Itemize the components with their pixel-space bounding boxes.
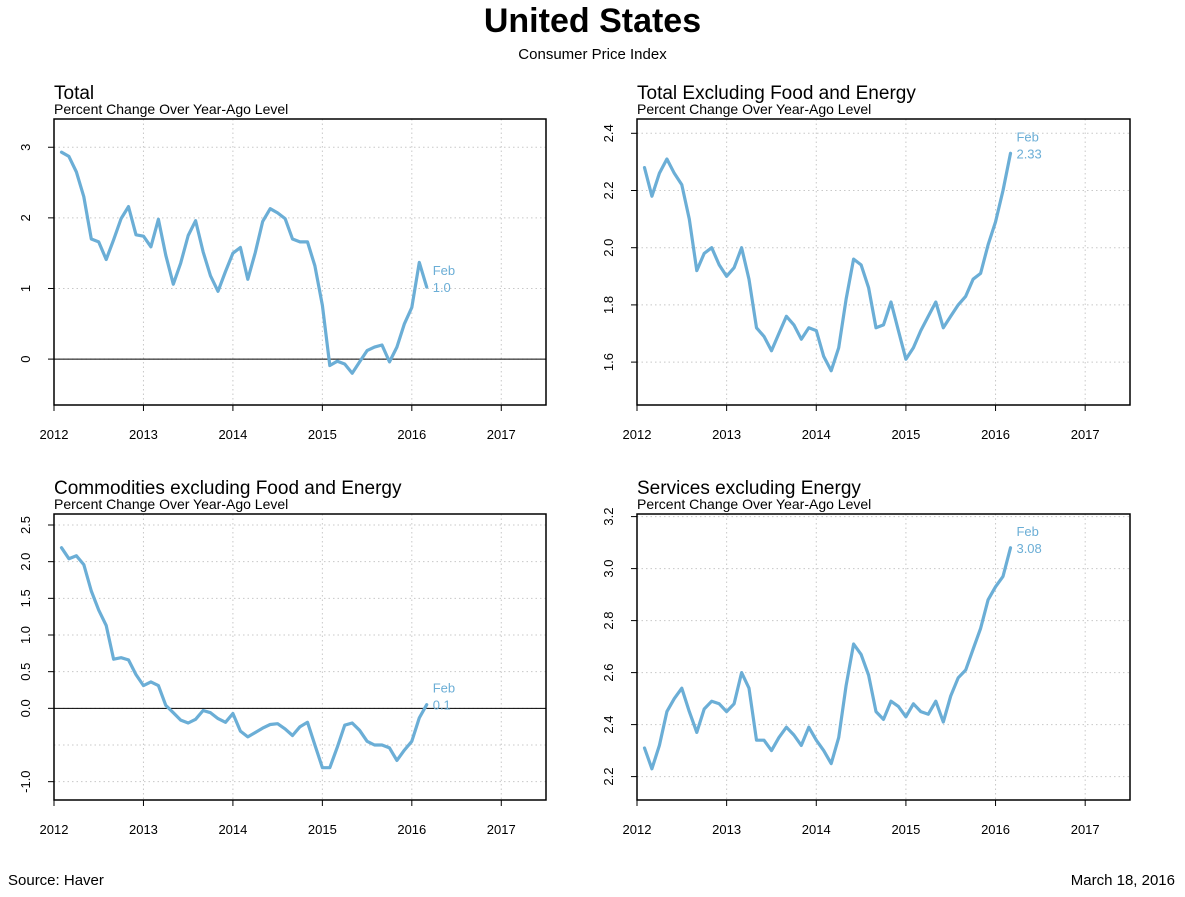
y-tick-label: 2.8 [601, 612, 616, 630]
plot-frame [636, 118, 1131, 406]
y-tick-label: 3 [18, 144, 33, 151]
x-tick-label: 2013 [129, 427, 158, 442]
y-tick-label: 2.2 [601, 181, 616, 199]
y-tick-label: 3.0 [601, 560, 616, 578]
x-tick-label: 2015 [891, 427, 920, 442]
x-tick-label: 2015 [891, 822, 920, 837]
y-tick-label: 2.5 [18, 516, 33, 534]
y-tick-label: 0 [18, 355, 33, 362]
x-tick-label: 2017 [487, 822, 516, 837]
page-subtitle: Consumer Price Index [518, 46, 667, 63]
y-tick-label: 0.0 [18, 699, 33, 717]
y-tick-label: 2.4 [601, 716, 616, 734]
chart-core-commodities: Commodities excluding Food and EnergyPer… [18, 478, 547, 837]
x-tick-label: 2016 [981, 427, 1010, 442]
plot-frame [636, 513, 1131, 801]
chart-subtitle: Percent Change Over Year-Ago Level [637, 101, 871, 117]
y-tick-label: 2.2 [601, 768, 616, 786]
x-tick-label: 2013 [129, 822, 158, 837]
y-tick-label: 3.2 [601, 508, 616, 526]
chart-subtitle: Percent Change Over Year-Ago Level [54, 496, 288, 512]
chart-title: Commodities excluding Food and Energy [54, 478, 402, 499]
x-tick-label: 2013 [712, 822, 741, 837]
date-note: March 18, 2016 [1070, 872, 1175, 889]
y-tick-label: 2.6 [601, 664, 616, 682]
x-tick-label: 2012 [623, 427, 652, 442]
x-tick-label: 2012 [623, 822, 652, 837]
chart-title: Services excluding Energy [637, 478, 861, 499]
y-tick-label: 1.8 [601, 296, 616, 314]
annotation-value: 0.1 [433, 698, 451, 713]
x-tick-label: 2014 [802, 822, 831, 837]
y-tick-label: 2.4 [601, 124, 616, 142]
x-tick-label: 2014 [218, 427, 247, 442]
chart-title: Total [54, 83, 94, 104]
chart-title: Total Excluding Food and Energy [637, 83, 916, 104]
chart-subtitle: Percent Change Over Year-Ago Level [54, 101, 288, 117]
x-tick-label: 2016 [397, 427, 426, 442]
y-tick-label: 1.5 [18, 589, 33, 607]
y-tick-label: 1.6 [601, 353, 616, 371]
x-tick-label: 2014 [802, 427, 831, 442]
plot-frame [53, 118, 547, 406]
annotation-value: 1.0 [433, 280, 451, 295]
x-tick-label: 2016 [981, 822, 1010, 837]
x-tick-label: 2014 [218, 822, 247, 837]
series-line [642, 546, 1013, 771]
y-tick-label: 2.0 [18, 553, 33, 571]
y-tick-label: -1.0 [18, 770, 33, 792]
y-tick-label: 2.0 [601, 239, 616, 257]
series-line [59, 150, 429, 375]
y-tick-label: 2 [18, 214, 33, 221]
x-tick-label: 2012 [40, 427, 69, 442]
annotation-month: Feb [433, 681, 455, 696]
x-tick-label: 2017 [487, 427, 516, 442]
x-tick-label: 2017 [1071, 427, 1100, 442]
series-line [59, 546, 429, 770]
y-tick-label: 0.5 [18, 663, 33, 681]
annotation-value: 3.08 [1016, 541, 1041, 556]
annotation-month: Feb [1016, 129, 1038, 144]
annotation-month: Feb [1016, 524, 1038, 539]
chart-subtitle: Percent Change Over Year-Ago Level [637, 496, 871, 512]
x-tick-label: 2015 [308, 822, 337, 837]
source-note: Source: Haver [8, 872, 104, 889]
plot-frame [53, 513, 547, 801]
x-tick-label: 2012 [40, 822, 69, 837]
y-tick-label: 1.0 [18, 626, 33, 644]
series-line [642, 151, 1013, 373]
x-tick-label: 2013 [712, 427, 741, 442]
x-tick-label: 2015 [308, 427, 337, 442]
x-tick-label: 2016 [397, 822, 426, 837]
annotation-month: Feb [433, 263, 455, 278]
y-tick-label: 1 [18, 285, 33, 292]
annotation-value: 2.33 [1016, 146, 1041, 161]
page-title: United States [483, 2, 702, 40]
x-tick-label: 2017 [1071, 822, 1100, 837]
